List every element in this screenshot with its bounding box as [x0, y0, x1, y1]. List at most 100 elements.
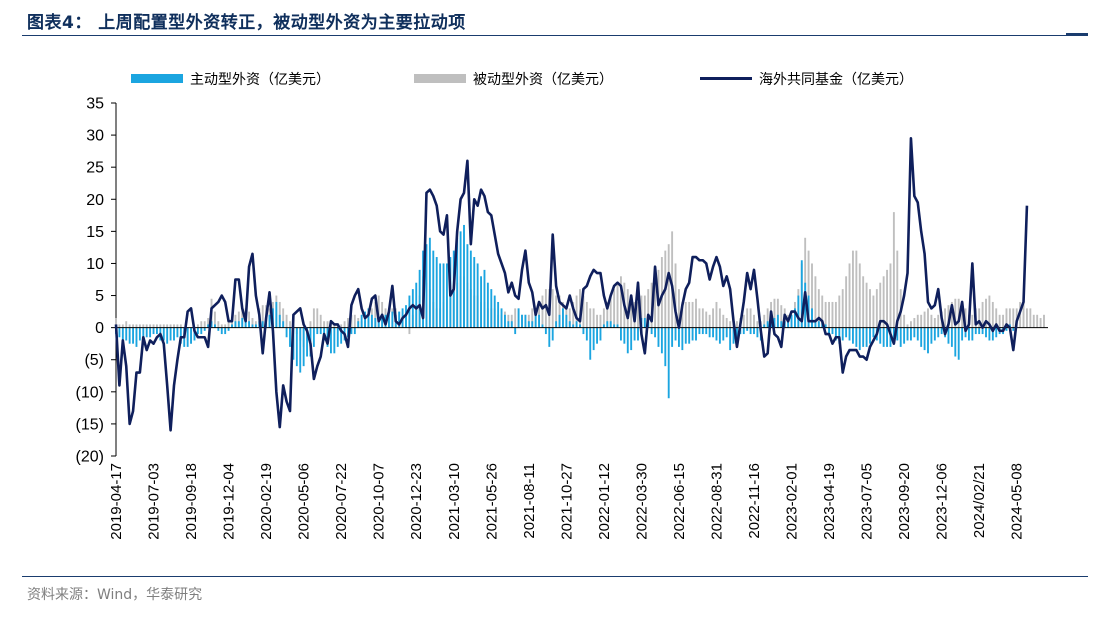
- bar-passive: [162, 324, 165, 328]
- bar-passive: [173, 324, 175, 328]
- bar-active: [534, 314, 537, 328]
- bar-active: [476, 263, 479, 328]
- bar-passive: [585, 301, 588, 328]
- bar-active: [514, 327, 517, 335]
- legend-swatch-active: [131, 74, 183, 83]
- bar-passive: [701, 308, 704, 328]
- bar-passive: [234, 314, 237, 328]
- bar-active: [217, 327, 220, 331]
- bar-active: [964, 327, 967, 338]
- bar-active: [493, 295, 496, 328]
- bar-passive: [947, 305, 950, 328]
- bar-passive: [196, 324, 199, 328]
- bar-passive: [712, 308, 714, 328]
- bar-passive: [620, 276, 622, 328]
- bar-passive: [903, 314, 906, 328]
- bar-active: [275, 301, 278, 328]
- bar-active: [408, 295, 411, 328]
- bar-active: [510, 321, 513, 328]
- bar-active: [388, 311, 390, 328]
- bar-passive: [882, 276, 885, 328]
- bar-active: [654, 327, 656, 338]
- bar-passive: [169, 324, 172, 328]
- bar-passive: [950, 301, 953, 328]
- bar-passive: [688, 301, 691, 328]
- bar-passive: [896, 250, 899, 328]
- bar-passive: [179, 324, 182, 328]
- bar-passive: [616, 282, 619, 328]
- bar-passive: [514, 308, 517, 328]
- x-tick-label: 2023-09-20: [896, 463, 913, 540]
- bar-active: [643, 318, 646, 328]
- bar-active: [602, 324, 605, 328]
- y-tick-label: (20): [76, 449, 104, 466]
- bar-passive: [971, 314, 974, 328]
- bar-active: [357, 321, 360, 328]
- bar-active: [306, 327, 308, 357]
- bar-passive: [316, 308, 319, 328]
- bar-passive: [927, 308, 929, 328]
- bar-passive: [319, 314, 322, 328]
- bar-active: [285, 327, 288, 338]
- bar-passive: [1002, 314, 1004, 328]
- bar-passive: [824, 301, 827, 328]
- bar-passive: [637, 301, 639, 328]
- bar-active: [456, 237, 459, 328]
- bar-passive: [1008, 308, 1011, 328]
- bar-passive: [207, 318, 210, 328]
- bar-active: [435, 257, 438, 328]
- bar-active: [920, 327, 923, 347]
- bar-passive: [347, 318, 349, 328]
- y-tick-label: 25: [86, 160, 104, 177]
- bar-passive: [804, 237, 807, 328]
- bar-passive: [224, 324, 227, 328]
- bar-passive: [135, 324, 138, 328]
- bar-active: [616, 324, 619, 328]
- bar-passive: [159, 324, 162, 328]
- bar-passive: [640, 295, 643, 328]
- bar-passive: [834, 301, 837, 328]
- bar-passive: [121, 324, 124, 328]
- bar-passive: [555, 295, 558, 328]
- bar-passive: [684, 301, 687, 328]
- x-tick-label: 2020-07-22: [333, 463, 350, 540]
- bar-passive: [892, 212, 895, 328]
- bar-active: [582, 327, 585, 335]
- bar-passive: [217, 321, 220, 328]
- bar-active: [606, 321, 609, 328]
- bar-active: [753, 327, 755, 335]
- bar-active: [749, 327, 752, 335]
- bar-active: [787, 321, 790, 328]
- bar-active: [551, 327, 554, 341]
- bar-active: [995, 327, 998, 338]
- bar-active: [1005, 327, 1008, 331]
- top-rule-cap: [1066, 33, 1088, 35]
- bar-passive: [756, 321, 759, 328]
- bar-active: [763, 324, 766, 328]
- y-tick-label: (5): [84, 352, 104, 369]
- bar-passive: [551, 289, 554, 328]
- bar-passive: [698, 308, 701, 328]
- bar-passive: [852, 250, 854, 328]
- bar-passive: [872, 295, 875, 328]
- bar-passive: [589, 308, 592, 328]
- bar-active: [289, 327, 291, 347]
- bar-passive: [906, 324, 909, 328]
- bar-active: [132, 327, 134, 344]
- bar-active: [480, 276, 482, 328]
- bar-active: [886, 327, 888, 347]
- bar-passive: [507, 314, 510, 328]
- bar-passive: [408, 327, 411, 335]
- fund-line: [114, 137, 1029, 432]
- bar-passive: [261, 305, 264, 328]
- bar-passive: [988, 295, 991, 328]
- bar-passive: [333, 324, 336, 328]
- y-tick-label: 35: [86, 96, 104, 113]
- x-tick-label: 2019-09-18: [183, 463, 200, 540]
- bar-active: [790, 314, 793, 328]
- bar-passive: [937, 314, 940, 328]
- bar-passive: [309, 321, 312, 328]
- bar-active: [613, 324, 616, 328]
- bar-passive: [910, 321, 912, 328]
- bars-active: [115, 224, 1015, 399]
